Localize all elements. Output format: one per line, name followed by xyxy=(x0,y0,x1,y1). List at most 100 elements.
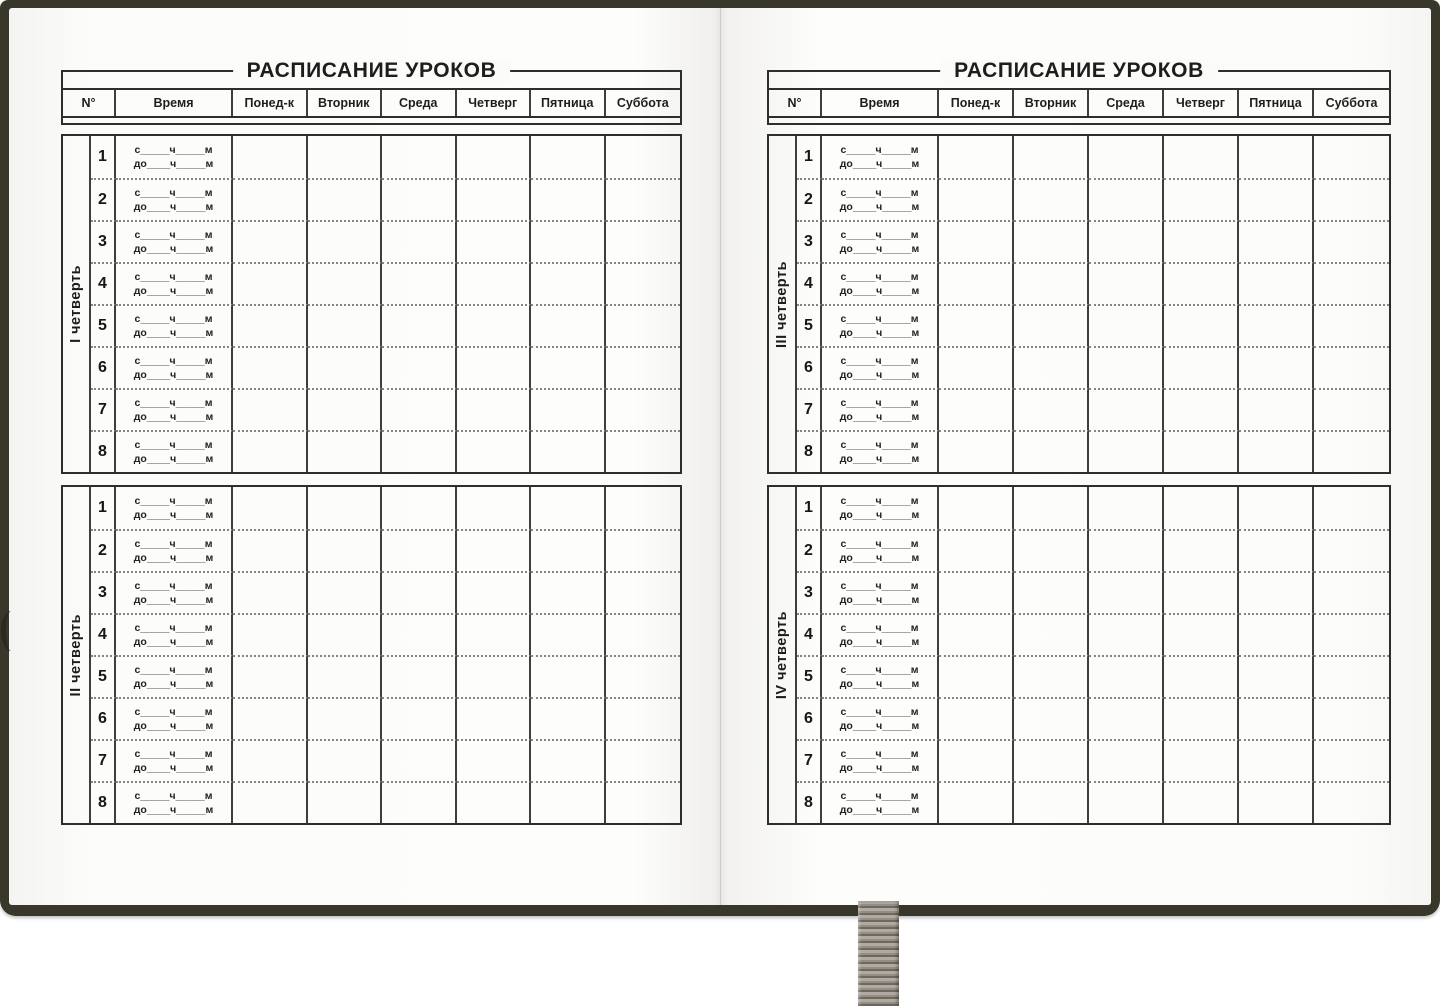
day-cell xyxy=(307,613,382,655)
time-from-line: с_____ч_____м xyxy=(134,187,213,199)
column-header-day: Понед-к xyxy=(233,90,308,116)
time-to-line: до____ч_____м xyxy=(133,636,214,648)
day-cell xyxy=(1089,388,1164,430)
day-cell xyxy=(531,739,606,781)
time-to-line: до____ч_____м xyxy=(133,720,214,732)
day-cell xyxy=(233,178,308,220)
time-from-line: с_____ч_____м xyxy=(840,495,919,507)
day-cell xyxy=(1164,178,1239,220)
time-to-line: до____ч_____м xyxy=(133,369,214,381)
day-cell xyxy=(939,220,1014,262)
time-template-cell: с_____ч_____м до____ч_____м xyxy=(822,487,939,529)
schedule-header: РАСПИСАНИЕ УРОКОВ N° Время Понед-к Вторник Ср… xyxy=(61,59,682,125)
day-cell xyxy=(1164,262,1239,304)
day-cell xyxy=(1089,571,1164,613)
lesson-number: 6 xyxy=(91,697,116,739)
day-cell xyxy=(605,262,680,304)
day-cell xyxy=(531,697,606,739)
column-header-num: N° xyxy=(769,90,822,116)
day-cell xyxy=(1314,613,1389,655)
time-template-cell: с_____ч_____м до____ч_____м xyxy=(116,571,233,613)
lesson-number: 5 xyxy=(797,655,822,697)
day-cell xyxy=(307,346,382,388)
day-cell xyxy=(307,529,382,571)
day-cell xyxy=(233,571,308,613)
day-cell xyxy=(531,136,606,178)
day-cell xyxy=(1014,739,1089,781)
day-cell xyxy=(1239,571,1314,613)
day-cell xyxy=(605,178,680,220)
time-template-cell: с_____ч_____м до____ч_____м xyxy=(116,487,233,529)
lesson-number: 8 xyxy=(91,781,116,823)
day-cell xyxy=(605,529,680,571)
lesson-number: 3 xyxy=(91,220,116,262)
time-from-line: с_____ч_____м xyxy=(134,355,213,367)
day-cell xyxy=(1239,304,1314,346)
time-template-cell: с_____ч_____м до____ч_____м xyxy=(822,304,939,346)
time-from-line: с_____ч_____м xyxy=(134,229,213,241)
column-header-day: Вторник xyxy=(1014,90,1089,116)
column-header-day: Пятница xyxy=(1239,90,1314,116)
day-cell xyxy=(1164,220,1239,262)
time-to-line: до____ч_____м xyxy=(839,762,920,774)
day-cell xyxy=(1314,304,1389,346)
day-cell xyxy=(382,304,457,346)
day-cell xyxy=(1164,346,1239,388)
page-right: РАСПИСАНИЕ УРОКОВ N° Время Понед-к Вторник Ср… xyxy=(720,8,1431,905)
day-cell xyxy=(1014,655,1089,697)
time-template-cell: с_____ч_____м до____ч_____м xyxy=(116,529,233,571)
day-cell xyxy=(382,529,457,571)
lesson-number: 6 xyxy=(797,346,822,388)
elastic-band-notch xyxy=(1,611,21,651)
quarter-label-cell: III четверть xyxy=(769,136,797,472)
time-from-line: с_____ч_____м xyxy=(134,622,213,634)
day-cell xyxy=(233,487,308,529)
time-to-line: до____ч_____м xyxy=(133,594,214,606)
day-cell xyxy=(382,346,457,388)
time-from-line: с_____ч_____м xyxy=(134,495,213,507)
planner-cover: РАСПИСАНИЕ УРОКОВ N° Время Понед-к Вторник Ср… xyxy=(0,0,1440,916)
day-cell xyxy=(1089,781,1164,823)
column-header-num: N° xyxy=(63,90,116,116)
lesson-number: 8 xyxy=(797,430,822,472)
day-cell xyxy=(307,430,382,472)
day-cell xyxy=(939,136,1014,178)
lesson-number: 5 xyxy=(91,655,116,697)
time-to-line: до____ч_____м xyxy=(839,327,920,339)
day-cell xyxy=(1314,781,1389,823)
day-cell xyxy=(307,388,382,430)
lesson-number: 8 xyxy=(797,781,822,823)
day-cell xyxy=(233,613,308,655)
lesson-number: 1 xyxy=(797,487,822,529)
time-template-cell: с_____ч_____м до____ч_____м xyxy=(822,739,939,781)
time-to-line: до____ч_____м xyxy=(839,509,920,521)
day-cell xyxy=(456,739,531,781)
day-cell xyxy=(1164,388,1239,430)
day-cell xyxy=(233,346,308,388)
quarter-table: IV четверть 1 с_____ч_____м до____ч_____м 2 с… xyxy=(767,485,1391,825)
time-from-line: с_____ч_____м xyxy=(840,397,919,409)
day-cell xyxy=(606,487,681,529)
day-cell xyxy=(1014,220,1089,262)
lesson-number: 7 xyxy=(91,739,116,781)
day-cell xyxy=(605,697,680,739)
lesson-number: 1 xyxy=(91,136,116,178)
day-cell xyxy=(1089,655,1164,697)
day-cell xyxy=(605,304,680,346)
day-cell xyxy=(1089,346,1164,388)
day-cell xyxy=(1314,487,1389,529)
time-template-cell: с_____ч_____м до____ч_____м xyxy=(822,220,939,262)
page-left: РАСПИСАНИЕ УРОКОВ N° Время Понед-к Вторник Ср… xyxy=(9,8,720,905)
time-template-cell: с_____ч_____м до____ч_____м xyxy=(822,655,939,697)
day-cell xyxy=(1314,388,1389,430)
day-cell xyxy=(1014,571,1089,613)
day-cell xyxy=(1164,136,1239,178)
schedule-sheet: РАСПИСАНИЕ УРОКОВ N° Время Понед-к Вторник Ср… xyxy=(767,59,1391,836)
day-cell xyxy=(1239,739,1314,781)
day-cell xyxy=(456,571,531,613)
time-from-line: с_____ч_____м xyxy=(134,313,213,325)
column-header-day: Суббота xyxy=(1325,96,1378,110)
day-cell xyxy=(606,136,681,178)
day-cell xyxy=(456,220,531,262)
day-cell xyxy=(1239,136,1314,178)
